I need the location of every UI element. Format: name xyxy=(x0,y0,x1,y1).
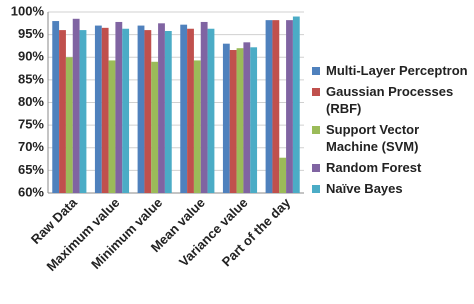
legend-item: Gaussian Processes (RBF) xyxy=(312,83,472,117)
bar xyxy=(94,25,102,194)
bar xyxy=(243,42,251,193)
legend-label: Naïve Bayes xyxy=(326,181,403,196)
y-tick-label: 80% xyxy=(18,94,44,109)
bar xyxy=(250,47,258,193)
bar xyxy=(292,16,300,194)
bar xyxy=(144,30,152,193)
y-tick-label: 75% xyxy=(18,117,44,132)
legend-label: Multi-Layer Perceptron xyxy=(326,63,468,78)
y-tick-label: 70% xyxy=(18,139,44,154)
bar xyxy=(65,57,73,193)
legend-label: Random Forest xyxy=(326,160,422,175)
bar xyxy=(101,27,109,194)
bar xyxy=(59,30,66,193)
y-tick-label: 90% xyxy=(18,49,44,64)
bar xyxy=(279,157,287,193)
bar xyxy=(115,21,123,193)
bar xyxy=(158,23,165,193)
legend-label: Gaussian Processes (RBF) xyxy=(326,84,454,116)
y-tick-label: 60% xyxy=(18,184,44,199)
bar xyxy=(122,28,130,194)
bar xyxy=(207,28,215,194)
y-tick-label: 95% xyxy=(18,26,44,41)
legend-swatch xyxy=(312,67,320,75)
bar xyxy=(229,50,237,194)
bar xyxy=(72,18,80,193)
legend-item: Random Forest xyxy=(312,159,472,176)
bar xyxy=(137,25,145,194)
legend-item: Support Vector Machine (SVM) xyxy=(312,121,472,155)
bar xyxy=(108,60,116,194)
bar xyxy=(164,31,172,193)
legend-label: Support Vector Machine (SVM) xyxy=(326,122,420,154)
legend-swatch xyxy=(312,185,320,193)
legend-swatch xyxy=(312,88,320,96)
legend: Multi-Layer Perceptron Gaussian Processes… xyxy=(312,62,472,201)
bar xyxy=(222,43,230,193)
bar xyxy=(180,24,188,194)
legend-item: Naïve Bayes xyxy=(312,180,472,197)
bar xyxy=(187,28,194,194)
bar xyxy=(286,20,293,193)
bar xyxy=(236,48,244,194)
bar xyxy=(151,61,159,194)
y-tick-label: 65% xyxy=(18,162,44,177)
bar xyxy=(272,20,280,193)
bar xyxy=(265,20,273,193)
legend-item: Multi-Layer Perceptron xyxy=(312,62,472,79)
y-tick-label: 85% xyxy=(18,71,44,86)
legend-swatch xyxy=(312,164,320,172)
bar xyxy=(79,30,87,193)
bar xyxy=(193,60,201,194)
bar xyxy=(52,21,60,193)
legend-swatch xyxy=(312,126,320,134)
y-tick-label: 100% xyxy=(11,3,45,18)
x-tick-label: Maximum value xyxy=(43,195,122,274)
bar xyxy=(200,21,208,193)
